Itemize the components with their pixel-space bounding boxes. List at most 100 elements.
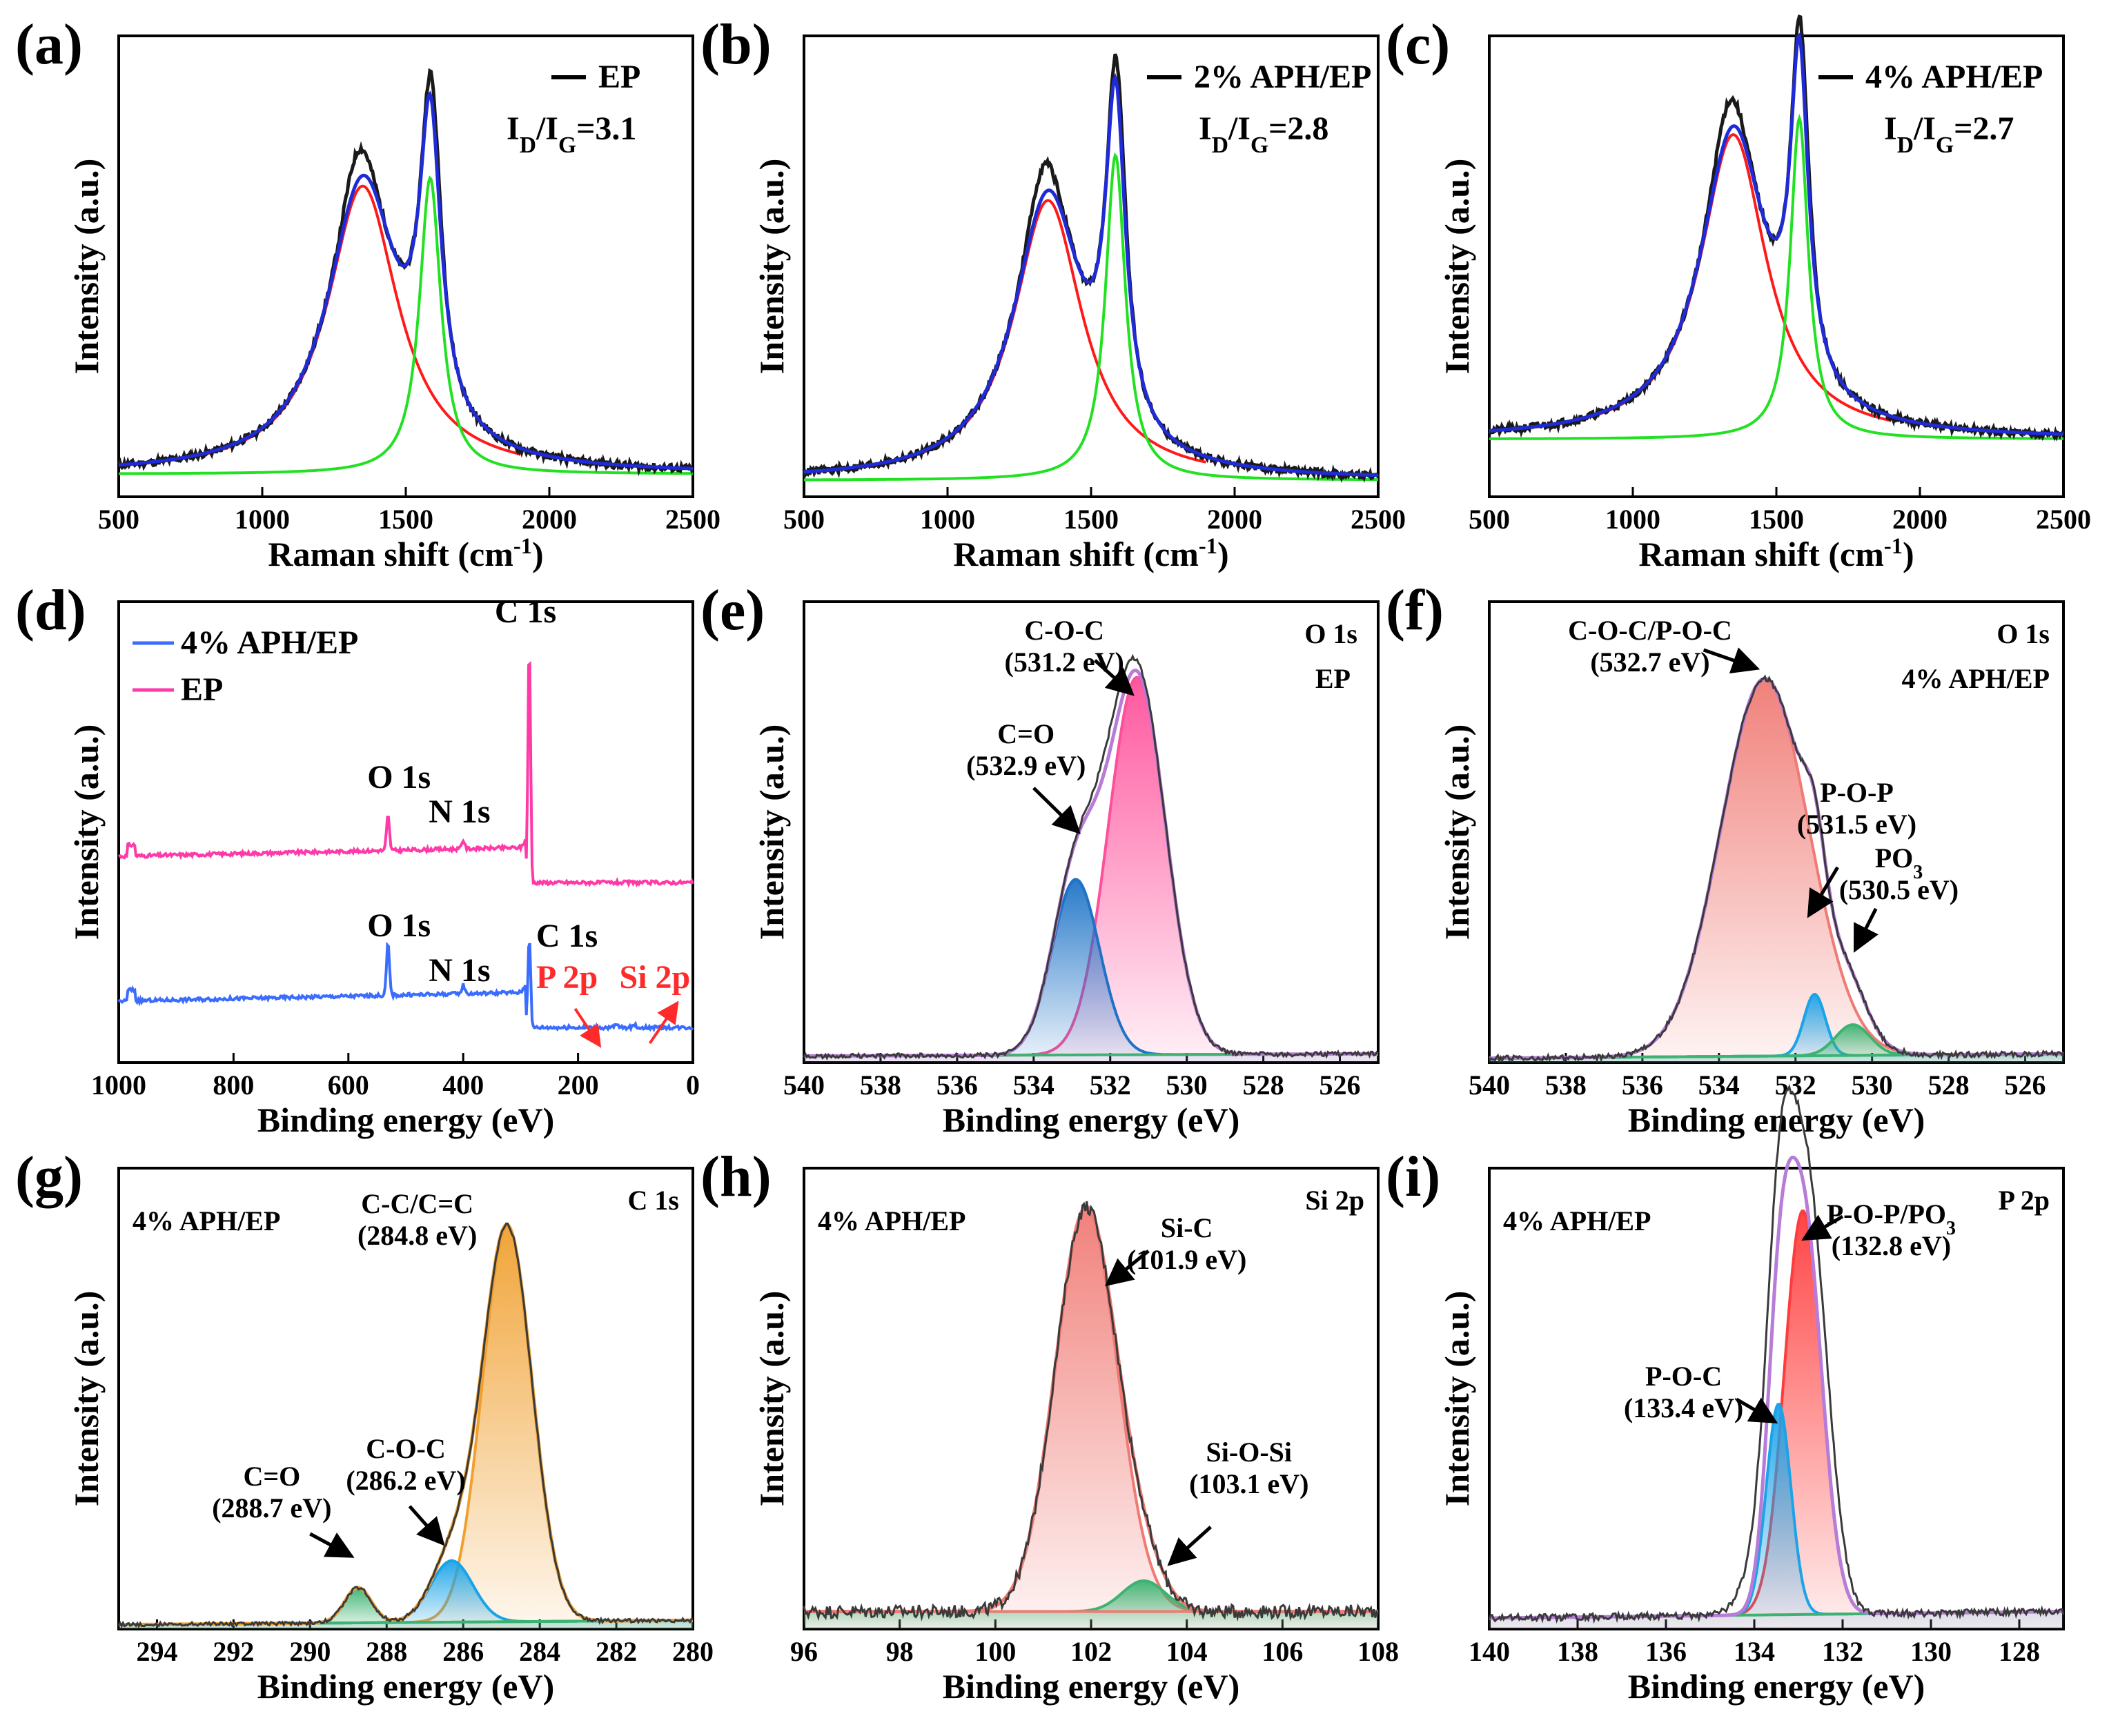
peak-c-eq-o-energy: (288.7 eV) bbox=[212, 1492, 331, 1523]
x-tick-label: 528 bbox=[1928, 1069, 1970, 1101]
si2p-label: Si 2p bbox=[620, 959, 691, 996]
peak-si-o-si-energy: (103.1 eV) bbox=[1189, 1468, 1308, 1499]
x-tick-label: 288 bbox=[366, 1636, 407, 1667]
x-tick-label: 800 bbox=[213, 1069, 254, 1101]
x-tick-label: 1500 bbox=[1749, 504, 1804, 535]
annotation-arrow bbox=[1104, 1250, 1150, 1287]
x-axis-label: Binding energy (eV) bbox=[1628, 1101, 1925, 1139]
p2p-label: P 2p bbox=[536, 959, 598, 996]
x-tick-label: 284 bbox=[519, 1636, 560, 1667]
x-axis-label: Raman shift (cm-1) bbox=[953, 534, 1228, 573]
core-level-title: P 2p bbox=[1999, 1185, 2050, 1216]
x-tick-label: 500 bbox=[1469, 504, 1510, 535]
peak-po3-energy: (530.5 eV) bbox=[1839, 874, 1959, 905]
legend-label: EP bbox=[598, 59, 640, 95]
x-axis-label: Binding energy (eV) bbox=[1628, 1667, 1925, 1706]
y-axis-label: Intensity (a.u.) bbox=[752, 724, 791, 940]
legend-label: 4% APH/EP bbox=[181, 624, 358, 661]
y-axis-label: Intensity (a.u.) bbox=[752, 1291, 791, 1507]
x-tick-label: 200 bbox=[558, 1069, 599, 1101]
peak-si-c-name: Si-C bbox=[1161, 1212, 1213, 1243]
x-tick-label: 138 bbox=[1557, 1636, 1598, 1667]
panel-label: (a) bbox=[15, 12, 83, 77]
peak-p-o-p-energy: (531.5 eV) bbox=[1797, 809, 1916, 840]
annotation-arrow bbox=[1093, 659, 1135, 696]
x-axis-label: Raman shift (cm-1) bbox=[1638, 534, 1914, 573]
panel-label: (g) bbox=[15, 1145, 83, 1209]
x-tick-label: 534 bbox=[1698, 1069, 1740, 1101]
g-band-fit-line bbox=[804, 152, 1379, 482]
intensity-ratio-label: ID/IG=2.7 bbox=[1884, 110, 2014, 158]
intensity-ratio-label: ID/IG=3.1 bbox=[507, 110, 636, 158]
panel-c: 500 1000 1500 2000 2500 Raman shift (cm-1) Int… bbox=[1386, 12, 2091, 573]
x-tick-label: 2000 bbox=[1207, 504, 1262, 535]
x-tick-label: 2500 bbox=[2036, 504, 2091, 535]
x-tick-label: 400 bbox=[442, 1069, 484, 1101]
x-tick-label: 2000 bbox=[1892, 504, 1948, 535]
panel-g: 294 292 290 288 286 284 282 280 Binding energy (… bbox=[15, 1145, 714, 1706]
x-tick-label: 132 bbox=[1822, 1636, 1863, 1667]
ep-survey-line bbox=[117, 660, 694, 888]
x-axis-label: Binding energy (eV) bbox=[943, 1667, 1240, 1706]
annotation-arrow bbox=[1167, 1526, 1213, 1566]
x-tick-label: 1500 bbox=[1063, 504, 1119, 535]
panel-label: (i) bbox=[1386, 1145, 1440, 1209]
peak-c-o-c-p-o-c-energy: (532.7 eV) bbox=[1590, 647, 1709, 678]
p2p-arrow bbox=[573, 1007, 602, 1048]
n1s-label: N 1s bbox=[429, 952, 490, 989]
x-tick-label: 536 bbox=[1622, 1069, 1663, 1101]
core-level-title: C 1s bbox=[628, 1185, 679, 1216]
y-axis-label: Intensity (a.u.) bbox=[67, 724, 106, 940]
legend-label: 4% APH/EP bbox=[1865, 59, 2043, 95]
y-axis-label: Intensity (a.u.) bbox=[67, 1291, 106, 1507]
x-tick-label: 292 bbox=[213, 1636, 254, 1667]
x-tick-label: 130 bbox=[1910, 1636, 1952, 1667]
aph-survey-line bbox=[117, 941, 694, 1033]
x-tick-label: 140 bbox=[1469, 1636, 1510, 1667]
x-tick-label: 526 bbox=[1320, 1069, 1361, 1101]
si2p-arrow bbox=[648, 1000, 679, 1045]
plot-frame bbox=[117, 600, 694, 1064]
annotation-arrow bbox=[1703, 647, 1760, 674]
peak-c-eq-o-energy: (532.9 eV) bbox=[966, 750, 1086, 781]
core-level-title: Si 2p bbox=[1305, 1185, 1364, 1216]
c1s-label: C 1s bbox=[536, 918, 598, 954]
raw-spectrum-line bbox=[803, 653, 1379, 1061]
x-tick-label: 530 bbox=[1166, 1069, 1208, 1101]
x-tick-label: 294 bbox=[136, 1636, 177, 1667]
x-tick-label: 500 bbox=[783, 504, 825, 535]
envelope-fit-line bbox=[119, 1223, 693, 1627]
legend-label: EP bbox=[181, 671, 223, 708]
x-tick-label: 532 bbox=[1090, 1069, 1131, 1101]
sample-label: EP bbox=[1315, 663, 1351, 694]
x-tick-label: 536 bbox=[936, 1069, 978, 1101]
x-tick-label: 280 bbox=[672, 1636, 714, 1667]
annotation-arrow bbox=[408, 1505, 445, 1546]
panel-label: (e) bbox=[700, 578, 765, 642]
panel-label: (d) bbox=[15, 578, 86, 642]
x-tick-label: 1000 bbox=[920, 504, 975, 535]
panel-i: 140 138 136 134 132 130 128 Binding energy (eV)… bbox=[1386, 1084, 2065, 1706]
x-tick-label: 2500 bbox=[1351, 504, 1406, 535]
panel-label: (c) bbox=[1386, 12, 1450, 77]
x-tick-label: 136 bbox=[1645, 1636, 1687, 1667]
x-tick-label: 2000 bbox=[522, 504, 577, 535]
c1s-label: C 1s bbox=[495, 593, 556, 630]
peak-si-o-si-name: Si-O-Si bbox=[1206, 1437, 1292, 1468]
x-axis-label: Raman shift (cm-1) bbox=[268, 534, 543, 573]
peak-area-0 bbox=[119, 1226, 693, 1629]
peak-c-c-energy: (284.8 eV) bbox=[357, 1220, 477, 1251]
x-tick-label: 102 bbox=[1070, 1636, 1112, 1667]
x-tick-label: 1500 bbox=[378, 504, 433, 535]
x-tick-label: 100 bbox=[974, 1636, 1016, 1667]
peak-si-c-energy: (101.9 eV) bbox=[1127, 1244, 1246, 1275]
x-tick-label: 286 bbox=[442, 1636, 484, 1667]
d-band-fit-line bbox=[1489, 133, 1892, 433]
peak-c-c-name: C-C/C=C bbox=[361, 1188, 473, 1219]
panel-d: 1000 800 600 400 200 0 Binding energy (eV) Inte… bbox=[15, 578, 700, 1139]
x-tick-label: 98 bbox=[886, 1636, 914, 1667]
x-tick-label: 108 bbox=[1357, 1636, 1399, 1667]
legend-label: 2% APH/EP bbox=[1194, 59, 1371, 95]
panel-label: (h) bbox=[700, 1145, 772, 1209]
